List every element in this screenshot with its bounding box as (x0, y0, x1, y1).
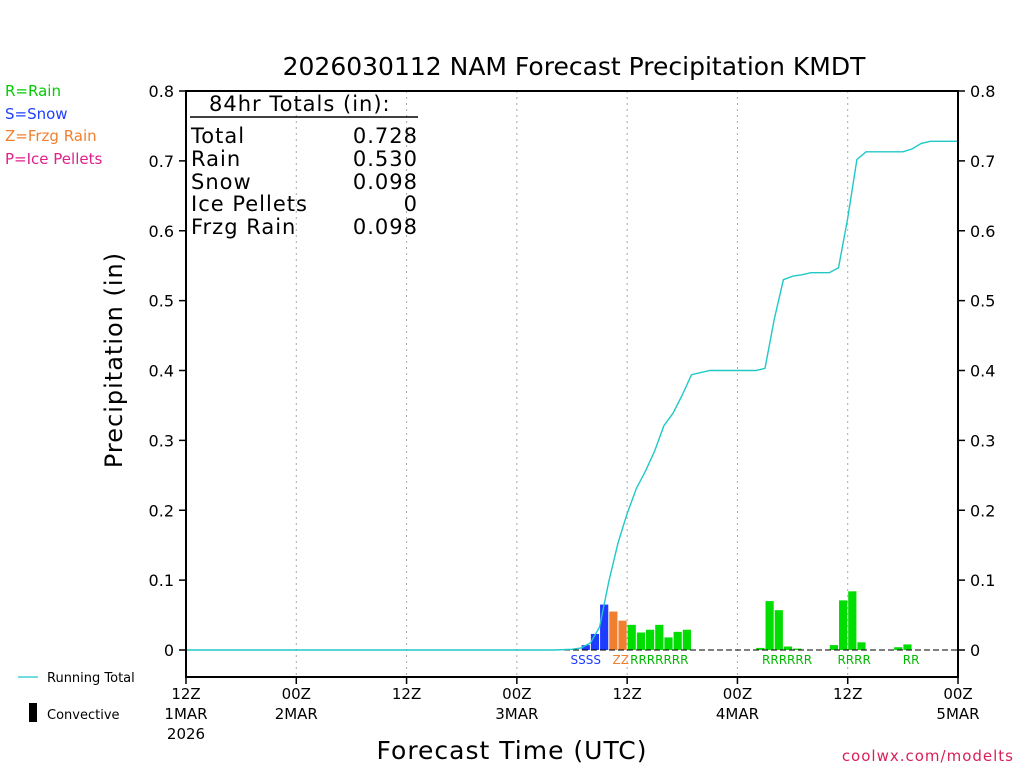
bar-14 (774, 610, 783, 650)
bar-4 (618, 620, 627, 650)
bar-21 (894, 647, 903, 650)
bar-5 (627, 624, 636, 650)
x-tick-date-0: 1MAR (164, 705, 207, 723)
totals-value-total: 0.728 (353, 124, 418, 148)
bar-10 (673, 631, 682, 650)
y-axis-label: Precipitation (in) (100, 252, 128, 468)
bar-13 (765, 601, 774, 650)
x-tick-label-5: 00Z (723, 685, 752, 703)
bar-9 (664, 637, 673, 650)
x-tick-date-1: 2MAR (275, 705, 318, 723)
bar-15 (783, 646, 793, 650)
grid-lines (295, 91, 849, 677)
convective-legend-swatch (29, 703, 37, 722)
ptype-label-3: RRRRRR (762, 653, 812, 667)
bar-20 (857, 642, 866, 650)
totals-label-ice-pellets: Ice Pellets (191, 192, 308, 216)
x-tick-label-3: 00Z (502, 685, 531, 703)
bar-16 (793, 648, 802, 650)
y-tick-label-left-8: 0.8 (149, 82, 174, 101)
y-ticks-right: 0 0.1 0.2 0.3 0.4 0.5 0.6 0.7 0.8 (958, 82, 995, 660)
ptype-legend: R=Rain S=Snow Z=Frzg Rain P=Ice Pellets (5, 82, 102, 168)
ptype-label-2: RRRRRRR (630, 653, 688, 667)
y-tick-label-right-0: 0 (970, 641, 980, 660)
bar-1 (590, 633, 600, 650)
x-tick-label-7: 00Z (943, 685, 972, 703)
x-tick-date-5: 4MAR (716, 705, 759, 723)
ptype-label-5: RR (903, 653, 920, 667)
y-tick-label-left-7: 0.7 (149, 152, 174, 171)
bar-7 (646, 629, 655, 650)
totals-value-frzg-rain: 0.098 (353, 215, 418, 239)
convective-legend-label: Convective (47, 708, 120, 723)
bar-series (581, 591, 912, 650)
y-tick-label-left-4: 0.4 (149, 362, 174, 381)
bar-17 (829, 645, 839, 650)
x-tick-date-7: 5MAR (936, 705, 979, 723)
credit-text: coolwx.com/modelts (842, 747, 1014, 765)
bar-11 (682, 629, 691, 650)
totals-value-ice-pellets: 0 (404, 192, 418, 216)
ptype-label-4: RRRR (837, 653, 870, 667)
running-total-line (186, 140, 958, 651)
x-tick-year-0: 2026 (167, 725, 205, 743)
y-tick-label-left-2: 0.2 (149, 501, 174, 520)
chart-title: 2026030112 NAM Forecast Precipitation KM… (283, 52, 866, 81)
y-tick-label-right-8: 0.8 (970, 82, 995, 101)
y-ticks-left: 0 0.1 0.2 0.3 0.4 0.5 0.6 0.7 0.8 (149, 82, 186, 660)
bar-0 (581, 645, 590, 650)
bar-12 (756, 647, 765, 650)
ptype-label-1: ZZ (612, 653, 628, 667)
x-tick-label-4: 12Z (612, 685, 641, 703)
x-tick-label-6: 12Z (833, 685, 862, 703)
running-total-legend-label: Running Total (47, 671, 135, 686)
running-total-series (186, 140, 958, 651)
y-tick-label-right-6: 0.6 (970, 222, 995, 241)
legend-frzg-rain: Z=Frzg Rain (5, 127, 97, 145)
ptype-labels: SSSS ZZ RRRRRRR RRRRRR RRRR RR (571, 653, 920, 667)
totals-label-snow: Snow (191, 170, 252, 194)
x-ticks: 12Z 1MAR 2026 00Z 2MAR 12Z 00Z 3MAR 12Z 00Z 4MAR 12… (164, 677, 980, 743)
x-tick-label-1: 00Z (282, 685, 311, 703)
bar-2 (600, 604, 609, 650)
x-axis-label: Forecast Time (UTC) (377, 736, 648, 765)
y-tick-label-right-2: 0.2 (970, 501, 995, 520)
y-tick-label-left-3: 0.3 (149, 431, 174, 450)
y-tick-label-right-3: 0.3 (970, 431, 995, 450)
totals-label-rain: Rain (191, 147, 241, 171)
legend-rain: R=Rain (5, 82, 61, 100)
totals-header: 84hr Totals (in): (209, 92, 391, 116)
totals-value-snow: 0.098 (353, 170, 418, 194)
y-tick-label-right-4: 0.4 (970, 362, 995, 381)
plot-frame (185, 90, 959, 678)
y-tick-label-right-5: 0.5 (970, 292, 995, 311)
bar-8 (655, 624, 664, 650)
x-tick-label-0: 12Z (171, 685, 200, 703)
y-tick-label-right-7: 0.7 (970, 152, 995, 171)
y-tick-label-left-6: 0.6 (149, 222, 174, 241)
totals-value-rain: 0.530 (353, 147, 418, 171)
bar-22 (903, 644, 912, 650)
x-tick-date-3: 3MAR (495, 705, 538, 723)
y-tick-label-left-0: 0 (164, 641, 174, 660)
x-tick-label-2: 12Z (392, 685, 421, 703)
bar-6 (636, 632, 646, 650)
plot-border (185, 90, 959, 678)
bar-18 (839, 600, 848, 650)
legend-ice-pellets: P=Ice Pellets (5, 150, 102, 168)
totals-label-total: Total (190, 124, 245, 148)
bar-3 (609, 611, 618, 650)
y-tick-label-left-5: 0.5 (149, 292, 174, 311)
y-tick-label-right-1: 0.1 (970, 571, 995, 590)
y-tick-label-left-1: 0.1 (149, 571, 174, 590)
bar-19 (848, 591, 857, 650)
legend-snow: S=Snow (5, 105, 68, 123)
ptype-label-0: SSSS (571, 653, 601, 667)
totals-box: 84hr Totals (in): Total 0.728 Rain 0.530… (190, 92, 418, 239)
totals-label-frzg-rain: Frzg Rain (191, 215, 296, 239)
